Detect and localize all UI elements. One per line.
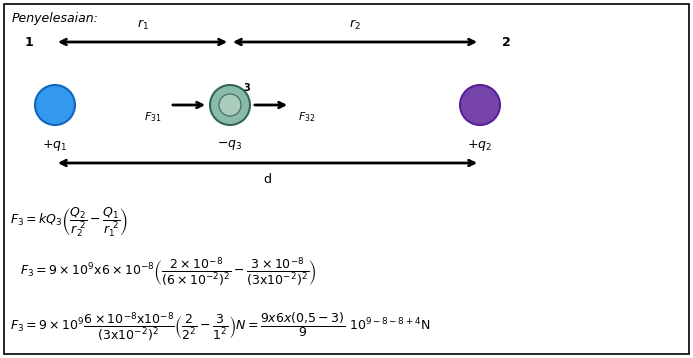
Text: $F_3 = 9 \times 10^9\dfrac{6 \times 10^{-8}\mathrm{x}10^{-8}}{(3\mathrm{x}10^{-2: $F_3 = 9 \times 10^9\dfrac{6 \times 10^{… [10,310,430,343]
Text: Penyelesaian:: Penyelesaian: [12,12,99,25]
Text: $F_3 = 9 \times 10^9\mathrm{x}6 \times 10^{-8} \left(\dfrac{2 \times 10^{-8}}{(6: $F_3 = 9 \times 10^9\mathrm{x}6 \times 1… [20,255,317,288]
Text: 2: 2 [502,35,511,48]
Text: $-q_3$: $-q_3$ [218,138,243,152]
Text: $r_2$: $r_2$ [349,18,361,32]
Text: $F_{32}$: $F_{32}$ [298,110,315,124]
Text: $F_{31}$: $F_{31}$ [144,110,162,124]
Text: $r_1$: $r_1$ [137,18,148,32]
Circle shape [35,85,75,125]
Text: $+q_2$: $+q_2$ [468,138,493,153]
Text: $+q_1$: $+q_1$ [42,138,68,153]
Text: $F_3 = kQ_3 \left(\dfrac{Q_2}{r_2^{\ 2}} - \dfrac{Q_1}{r_1^{\ 2}}\right)$: $F_3 = kQ_3 \left(\dfrac{Q_2}{r_2^{\ 2}}… [10,205,128,239]
Text: 1: 1 [24,35,33,48]
Circle shape [210,85,250,125]
Circle shape [219,94,241,116]
Text: 3: 3 [244,83,250,93]
Text: d: d [263,173,272,186]
Circle shape [460,85,500,125]
